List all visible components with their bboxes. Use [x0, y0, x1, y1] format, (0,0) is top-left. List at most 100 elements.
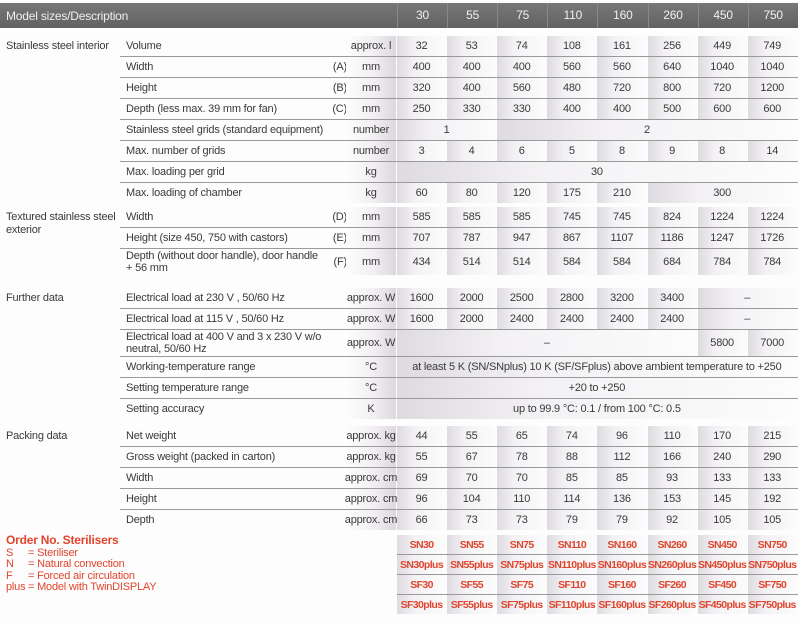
- value-cell: 170: [697, 426, 747, 446]
- value-cell: 105: [747, 510, 797, 530]
- value-cell: 104: [447, 489, 497, 509]
- value-cell: at least 5 K (SN/SNplus) 10 K (SF/SFplus…: [397, 357, 797, 377]
- table-header: Model sizes/Description 30 55 75 110 160 260 4…: [0, 3, 798, 28]
- row-unit: kg: [346, 162, 396, 182]
- table-row: Electrical load at 230 V , 50/60 Hz appro…: [120, 288, 798, 309]
- value-cell: 1200: [747, 78, 797, 98]
- value-cell: 584: [547, 249, 597, 275]
- value-cell: 96: [597, 426, 647, 446]
- section-label: Further data: [6, 292, 64, 304]
- order-number: SF750: [747, 575, 797, 594]
- row-description: Max. number of grids: [126, 145, 226, 157]
- value-cell: 434: [397, 249, 447, 275]
- value-cell: 30: [397, 162, 797, 182]
- value-cell: 1600: [397, 288, 447, 308]
- value-cell: 55: [397, 447, 447, 467]
- value-cell: 85: [597, 468, 647, 488]
- table-row: Width approx. cm 69 70 70 85 85 93 133 133: [120, 468, 798, 489]
- order-number: SF160: [597, 575, 647, 594]
- value-cell: 867: [547, 228, 597, 248]
- value-cell: 787: [447, 228, 497, 248]
- value-cell: 67: [447, 447, 497, 467]
- row-description: Depth (less max. 39 mm for fan): [126, 103, 277, 115]
- legend-text: = Steriliser: [28, 546, 78, 559]
- header-model: 55: [447, 3, 497, 28]
- order-number: SN450plus: [697, 555, 747, 574]
- value-cell: 53: [447, 36, 497, 56]
- row-reference: [325, 378, 347, 398]
- value-cell: 514: [497, 249, 547, 275]
- value-cell: 108: [547, 36, 597, 56]
- value-cell: 85: [547, 468, 597, 488]
- row-unit: mm: [346, 249, 396, 275]
- order-number: SN450: [697, 535, 747, 554]
- table-row: Net weight approx. kg 44 55 65 74 96 110 170 215: [120, 426, 798, 447]
- value-cell: 400: [397, 57, 447, 77]
- header-model: 260: [647, 3, 698, 28]
- value-cell: 2400: [647, 309, 697, 329]
- value-cell: 2000: [447, 309, 497, 329]
- order-number: SF450plus: [697, 595, 747, 614]
- row-unit: K: [346, 399, 396, 419]
- order-number: SF55plus: [447, 595, 497, 614]
- row-description: Width: [126, 61, 154, 73]
- row-reference: (F): [333, 256, 348, 268]
- row-unit: mm: [346, 99, 396, 119]
- value-cell: –: [697, 288, 797, 308]
- value-cell: 110: [497, 489, 547, 509]
- legend-item: F = Forced air circulation: [6, 570, 156, 583]
- order-number: SN750: [747, 535, 797, 554]
- order-number: SF260plus: [647, 595, 697, 614]
- value-cell: 88: [547, 447, 597, 467]
- value-cell: 105: [697, 510, 747, 530]
- value-cell: 73: [447, 510, 497, 530]
- row-unit: °C: [346, 378, 396, 398]
- value-cell: 1600: [397, 309, 447, 329]
- row-description: Height: [126, 493, 157, 505]
- table-row: Setting temperature range °C +20 to +250: [120, 378, 798, 399]
- row-description: Height: [126, 82, 157, 94]
- row-reference: [325, 468, 347, 488]
- value-cell: 720: [597, 78, 647, 98]
- value-cell: 585: [497, 207, 547, 227]
- row-reference: [325, 183, 347, 203]
- row-description: Electrical load at 400 V and 3 x 230 V w…: [126, 331, 322, 355]
- header-model: 160: [597, 3, 647, 28]
- table-row: Width (A) mm 400 400 400 560 560 640 1040 1040: [120, 57, 798, 78]
- value-cell: 784: [697, 249, 747, 275]
- value-cell: 749: [747, 36, 797, 56]
- value-cell: 2800: [547, 288, 597, 308]
- row-unit: approx. kg: [346, 426, 396, 446]
- order-title: Order No. Sterilisers: [6, 533, 119, 547]
- row-description: Depth (without door handle), door handle…: [126, 250, 318, 274]
- section-label: Stainless steel interior: [6, 40, 109, 52]
- order-number: SF110: [547, 575, 597, 594]
- legend-text: = Model with TwinDISPLAY: [28, 581, 157, 593]
- header-model: 750: [747, 3, 798, 28]
- row-unit: approx. kg: [346, 447, 396, 467]
- row-description: Max. loading of chamber: [126, 187, 242, 199]
- row-reference: (C): [332, 103, 347, 115]
- value-cell: 1247: [697, 228, 747, 248]
- row-reference: [325, 309, 347, 329]
- row-reference: [325, 162, 347, 182]
- row-description: Depth: [126, 514, 155, 526]
- value-cell: 2400: [497, 309, 547, 329]
- legend-key: N: [6, 558, 14, 570]
- table-row: Height approx. cm 96 104 110 114 136 153 145 192: [120, 489, 798, 510]
- order-number: SN30: [397, 535, 447, 554]
- row-unit: °C: [346, 357, 396, 377]
- value-cell: 560: [547, 57, 597, 77]
- value-cell: 69: [397, 468, 447, 488]
- row-reference: [325, 399, 347, 419]
- value-cell: 400: [547, 99, 597, 119]
- row-description: Setting accuracy: [126, 403, 205, 415]
- value-cell: 66: [397, 510, 447, 530]
- value-cell: 4: [447, 141, 497, 161]
- value-cell: 1040: [747, 57, 797, 77]
- row-unit: approx. W: [346, 309, 396, 329]
- value-cell: 947: [497, 228, 547, 248]
- table-row: Gross weight (packed in carton) approx. k…: [120, 447, 798, 468]
- row-unit: mm: [346, 57, 396, 77]
- row-description: Width: [126, 472, 154, 484]
